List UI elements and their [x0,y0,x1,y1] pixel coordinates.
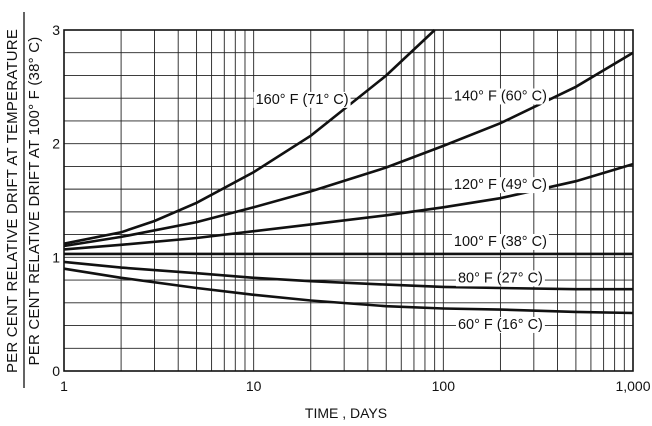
x-axis-label: TIME , DAYS [305,405,387,421]
y-axis-label-denominator: PER CENT RELATIVE DRIFT AT 100° F (38° C… [26,37,43,366]
y-axis-label-numerator: PER CENT RELATIVE DRIFT AT TEMPERATURE [4,29,21,373]
y-tick-label: 0 [52,363,60,379]
series-label-3: 100° F (38° C) [454,234,547,250]
series-label-backdrop [451,233,549,250]
x-tick-label: 1 [60,378,68,394]
series-line-4 [63,260,633,291]
series-label-5: 60° F (16° C) [458,317,543,333]
series-layer [63,29,634,315]
series-line-0 [63,29,436,245]
series-label-2: 120° F (49° C) [454,177,547,193]
plot-frame [63,29,634,372]
series-label-backdrop [451,177,549,194]
y-tick-label: 2 [52,136,60,152]
x-tick-label: 100 [432,378,456,394]
series-line-5 [63,267,634,315]
grid-layer [63,29,634,372]
series-label-backdrop [253,91,351,108]
x-tick-label: 1,000 [615,378,650,394]
series-label-4: 80° F (27° C) [458,270,543,286]
series-label-1: 140° F (60° C) [454,88,547,104]
x-tick-label: 10 [246,378,262,394]
y-tick-label: 1 [52,249,60,265]
series-label-0: 160° F (71° C) [256,92,349,108]
series-line-1 [63,51,634,248]
series-label-backdrop [455,316,545,333]
series-label-backdrop [451,88,549,105]
y-tick-label: 3 [52,22,60,38]
series-label-backdrop [455,270,545,287]
annotation-layer: 160° F (71° C) 140° F (60° C) 120° F (49° … [253,88,549,333]
